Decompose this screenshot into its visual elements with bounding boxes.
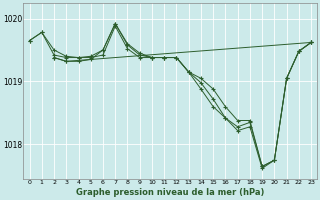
X-axis label: Graphe pression niveau de la mer (hPa): Graphe pression niveau de la mer (hPa) xyxy=(76,188,265,197)
